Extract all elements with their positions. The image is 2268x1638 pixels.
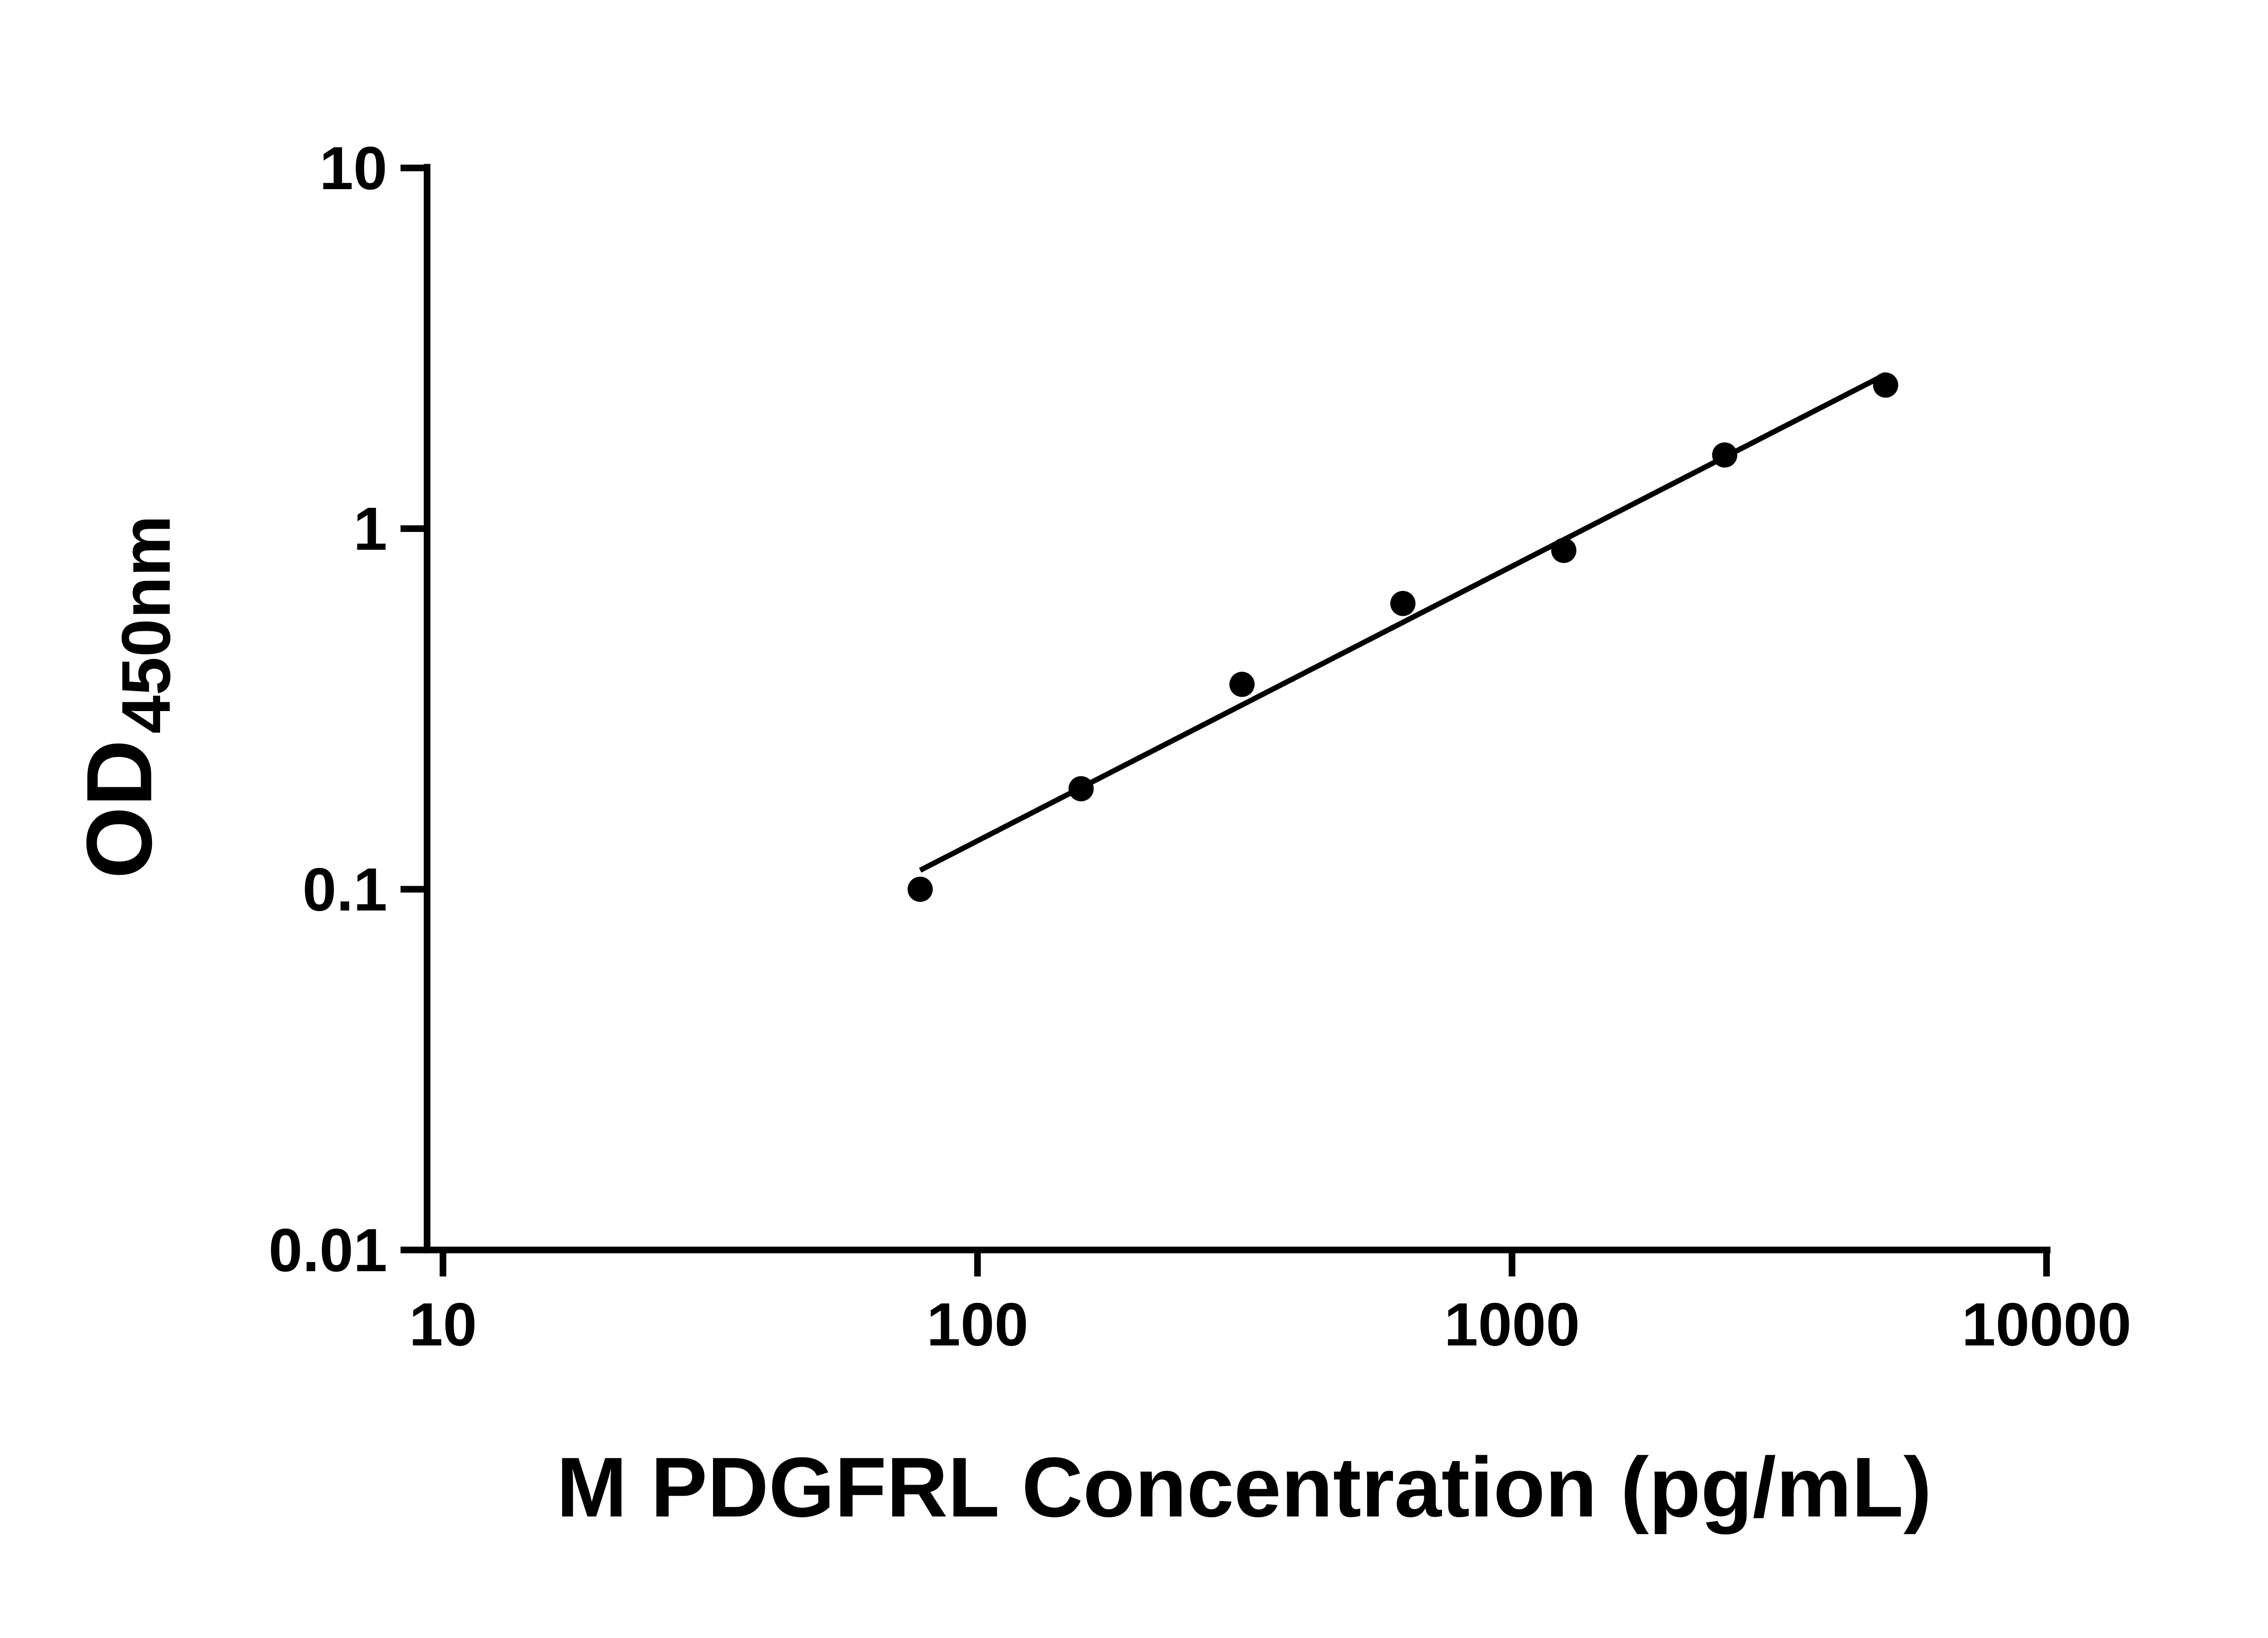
- y-axis-title: OD 450nm: [68, 515, 185, 879]
- data-point: [1068, 776, 1094, 802]
- axis-tick-labels: 10 100 1000 10000 0.01 0.1 1 10: [269, 134, 2131, 1359]
- y-tick-label: 0.1: [303, 855, 387, 924]
- x-axis-title: M PDGFRL Concentration (pg/mL): [557, 1440, 1932, 1535]
- axis-ticks: [401, 165, 2050, 1277]
- trend-line: [919, 372, 1887, 873]
- data-series: [907, 372, 1898, 902]
- y-tick-label: 0.01: [269, 1216, 387, 1284]
- data-point: [1712, 442, 1738, 468]
- data-point: [1229, 672, 1255, 697]
- x-tick-label: 100: [927, 1290, 1028, 1359]
- y-axis-title-subscript: 450nm: [108, 515, 185, 734]
- x-tick-label: 1000: [1444, 1290, 1580, 1359]
- data-point: [1873, 372, 1898, 398]
- y-axis-title-main: OD: [68, 740, 171, 879]
- x-tick-label: 10000: [1962, 1290, 2131, 1359]
- data-point: [1551, 537, 1577, 563]
- data-point: [1390, 590, 1416, 616]
- axes: [424, 164, 2051, 1253]
- x-tick-label: 10: [409, 1290, 477, 1359]
- y-tick-label: 1: [353, 494, 387, 563]
- data-point: [907, 877, 933, 902]
- y-tick-label: 10: [319, 134, 387, 202]
